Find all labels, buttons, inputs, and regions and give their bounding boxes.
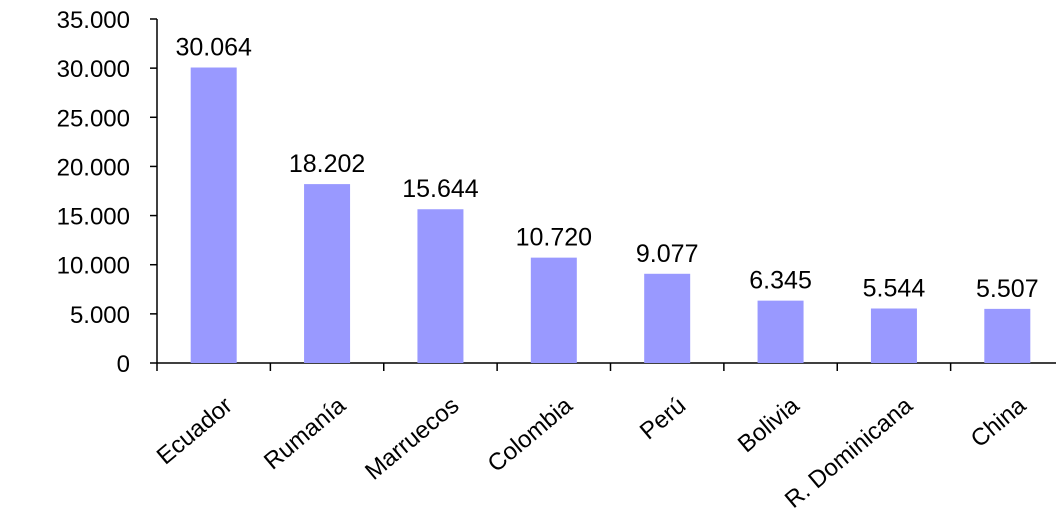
bar-china bbox=[984, 308, 1031, 363]
bar-ruman-a bbox=[304, 184, 351, 363]
y-tick-label: 15.000 bbox=[57, 204, 130, 231]
x-category-label: Ecuador bbox=[152, 392, 238, 470]
x-category-label: Colombia bbox=[483, 392, 579, 478]
y-tick-label: 25.000 bbox=[57, 105, 130, 132]
data-label: 10.720 bbox=[516, 224, 592, 252]
data-label: 18.202 bbox=[289, 150, 365, 178]
bar-ecuador bbox=[190, 67, 237, 364]
bars bbox=[190, 67, 1031, 364]
bar-r-dominicana bbox=[870, 308, 917, 363]
y-tick-label: 5.000 bbox=[70, 302, 130, 329]
data-label: 15.644 bbox=[402, 175, 479, 203]
category-labels: Ecuador Rumanía Marruecos Colombia Perú Boliv… bbox=[152, 391, 1032, 513]
x-category-label: China bbox=[966, 392, 1032, 453]
x-category-label: Rumanía bbox=[259, 391, 351, 475]
x-category-label: Bolivia bbox=[733, 391, 805, 458]
y-tick-label: 35.000 bbox=[57, 7, 130, 34]
data-label: 30.064 bbox=[175, 34, 252, 62]
y-tick-label: 10.000 bbox=[57, 253, 130, 280]
y-axis: 0 5.000 10.000 15.000 20.000 25.000 30.000 35.0… bbox=[57, 7, 158, 378]
bar-colombia bbox=[530, 257, 577, 363]
x-category-label: Marruecos bbox=[360, 392, 464, 486]
data-label: 6.345 bbox=[749, 267, 812, 295]
data-labels: 30.064 18.202 15.644 10.720 9.077 6.345 5.544 5… bbox=[175, 34, 1038, 303]
y-tick-label: 0 bbox=[117, 351, 130, 378]
bar-bolivia bbox=[757, 300, 804, 363]
x-category-label: Perú bbox=[635, 392, 691, 445]
y-tick-label: 20.000 bbox=[57, 154, 130, 181]
data-label: 9.077 bbox=[636, 240, 699, 268]
x-axis bbox=[156, 362, 1056, 371]
y-tick-label: 30.000 bbox=[57, 56, 130, 83]
data-label: 5.544 bbox=[863, 275, 926, 303]
bar-per- bbox=[644, 273, 691, 363]
bar-marruecos bbox=[417, 209, 464, 363]
data-label: 5.507 bbox=[976, 275, 1039, 303]
